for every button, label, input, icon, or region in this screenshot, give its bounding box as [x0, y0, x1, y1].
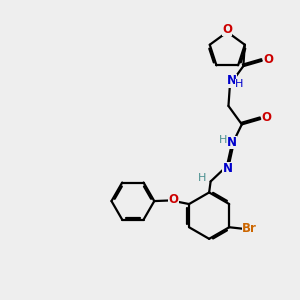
Text: H: H	[235, 79, 244, 89]
Text: O: O	[263, 53, 273, 66]
Text: H: H	[198, 173, 206, 183]
Text: N: N	[227, 136, 237, 149]
Text: O: O	[169, 193, 178, 206]
Text: O: O	[262, 111, 272, 124]
Text: N: N	[223, 163, 232, 176]
Text: H: H	[219, 135, 227, 146]
Text: N: N	[227, 74, 237, 88]
Text: Br: Br	[242, 222, 257, 235]
Text: O: O	[222, 23, 232, 36]
